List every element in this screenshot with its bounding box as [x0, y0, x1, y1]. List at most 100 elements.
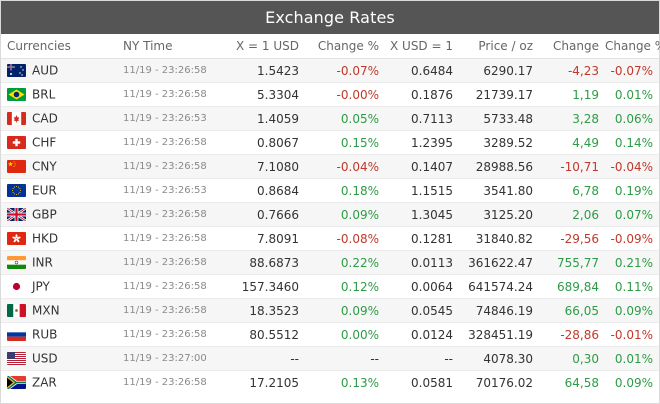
change-pct-cell: 0.13%	[305, 370, 385, 394]
change-cell: 64,58	[539, 370, 605, 394]
table-row[interactable]: RUB 11/19 - 23:26:58 80.5512 0.00% 0.0124 328…	[1, 322, 659, 347]
change-cell: -28,86	[539, 322, 605, 347]
change-pct-2-cell: 0.09%	[605, 298, 659, 323]
change-pct-cell: -0.04%	[305, 154, 385, 179]
change-pct-cell: 0.09%	[305, 298, 385, 323]
currency-cell: AUD	[1, 58, 119, 83]
table-row[interactable]: ZAR 11/19 - 23:26:58 17.2105 0.13% 0.0581 701…	[1, 370, 659, 394]
price-oz-cell: 74846.19	[459, 298, 539, 323]
currency-cell: GBP	[1, 202, 119, 227]
table-row[interactable]: AUD 11/19 - 23:26:58 1.5423 -0.07% 0.6484 629…	[1, 58, 659, 83]
inverse-rate-cell: 0.0545	[385, 298, 459, 323]
rate-cell: 7.8091	[219, 226, 305, 251]
col-header-change[interactable]: Change	[539, 34, 605, 59]
ny-time-cell: 11/19 - 23:26:58	[119, 250, 219, 275]
table-row[interactable]: BRL 11/19 - 23:26:58 5.3304 -0.00% 0.1876 217…	[1, 82, 659, 107]
change-pct-2-cell: 0.01%	[605, 82, 659, 107]
change-pct-2-cell: -0.04%	[605, 154, 659, 179]
ny-time-cell: 11/19 - 23:26:58	[119, 82, 219, 107]
table-row[interactable]: CHF 11/19 - 23:26:58 0.8067 0.15% 1.2395 3289…	[1, 130, 659, 155]
table-row[interactable]: INR 11/19 - 23:26:58 88.6873 0.22% 0.0113 361…	[1, 250, 659, 275]
table-row[interactable]: CNY 11/19 - 23:26:58 7.1080 -0.04% 0.1407 289…	[1, 154, 659, 179]
col-header-currencies[interactable]: Currencies	[1, 34, 119, 59]
change-cell: 689,84	[539, 274, 605, 299]
price-oz-cell: 28988.56	[459, 154, 539, 179]
rate-cell: --	[219, 346, 305, 371]
table-row[interactable]: EUR 11/19 - 23:26:53 0.8684 0.18% 1.1515 3541…	[1, 178, 659, 203]
price-oz-cell: 31840.82	[459, 226, 539, 251]
currency-code: BRL	[32, 87, 56, 102]
price-oz-cell: 328451.19	[459, 322, 539, 347]
ny-time-cell: 11/19 - 23:26:53	[119, 178, 219, 203]
ny-time-cell: 11/19 - 23:26:58	[119, 370, 219, 394]
rate-cell: 7.1080	[219, 154, 305, 179]
ny-time-cell: 11/19 - 23:26:58	[119, 274, 219, 299]
china-flag-icon	[7, 160, 26, 174]
rate-cell: 1.5423	[219, 58, 305, 83]
currency-code: AUD	[32, 63, 59, 78]
inverse-rate-cell: 0.0113	[385, 250, 459, 275]
table-row[interactable]: CAD 11/19 - 23:26:53 1.4059 0.05% 0.7113 5733…	[1, 106, 659, 131]
change-pct-2-cell: -0.09%	[605, 226, 659, 251]
change-pct-2-cell: 0.11%	[605, 274, 659, 299]
currency-code: JPY	[32, 279, 50, 294]
price-oz-cell: 4078.30	[459, 346, 539, 371]
rate-cell: 18.3523	[219, 298, 305, 323]
ny-time-cell: 11/19 - 23:26:53	[119, 106, 219, 131]
currency-cell: RUB	[1, 322, 119, 347]
table-row[interactable]: JPY 11/19 - 23:26:58 157.3460 0.12% 0.0064 64…	[1, 274, 659, 299]
change-pct-cell: -0.00%	[305, 82, 385, 107]
change-pct-cell: 0.18%	[305, 178, 385, 203]
change-cell: 0,30	[539, 346, 605, 371]
switzerland-flag-icon	[7, 136, 26, 150]
change-cell: 1,19	[539, 82, 605, 107]
rate-cell: 0.7666	[219, 202, 305, 227]
inverse-rate-cell: 0.6484	[385, 58, 459, 83]
col-header-inverse[interactable]: X USD = 1	[385, 34, 459, 59]
currency-cell: JPY	[1, 274, 119, 299]
col-header-price-oz[interactable]: Price / oz	[459, 34, 539, 59]
change-pct-cell: 0.12%	[305, 274, 385, 299]
currency-cell: ZAR	[1, 370, 119, 394]
change-pct-2-cell: 0.01%	[605, 346, 659, 371]
change-pct-cell: -0.07%	[305, 58, 385, 83]
change-pct-cell: -0.08%	[305, 226, 385, 251]
table-row[interactable]: GBP 11/19 - 23:26:58 0.7666 0.09% 1.3045 3125…	[1, 202, 659, 227]
eu-flag-icon	[7, 184, 26, 198]
table-row[interactable]: HKD 11/19 - 23:26:58 7.8091 -0.08% 0.1281 318…	[1, 226, 659, 251]
currency-code: RUB	[32, 327, 58, 342]
usa-flag-icon	[7, 352, 26, 366]
india-flag-icon	[7, 256, 26, 270]
table-row[interactable]: MXN 11/19 - 23:26:58 18.3523 0.09% 0.0545 748…	[1, 298, 659, 323]
col-header-change-pct[interactable]: Change %	[305, 34, 385, 59]
col-header-rate[interactable]: X = 1 USD	[219, 34, 305, 59]
inverse-rate-cell: 0.1876	[385, 82, 459, 107]
price-oz-cell: 3289.52	[459, 130, 539, 155]
russia-flag-icon	[7, 328, 26, 342]
ny-time-cell: 11/19 - 23:26:58	[119, 58, 219, 83]
inverse-rate-cell: 0.0581	[385, 370, 459, 394]
table-row[interactable]: USD 11/19 - 23:27:00 -- -- -- 4078.30 0,30 0.01…	[1, 346, 659, 371]
inverse-rate-cell: 1.3045	[385, 202, 459, 227]
inverse-rate-cell: 1.1515	[385, 178, 459, 203]
japan-flag-icon	[7, 280, 26, 294]
currency-code: GBP	[32, 207, 57, 222]
rate-cell: 88.6873	[219, 250, 305, 275]
currency-code: CHF	[32, 135, 57, 150]
brazil-flag-icon	[7, 88, 26, 102]
inverse-rate-cell: 0.7113	[385, 106, 459, 131]
price-oz-cell: 5733.48	[459, 106, 539, 131]
rate-cell: 80.5512	[219, 322, 305, 347]
currency-code: HKD	[32, 231, 59, 246]
header-row: Currencies NY Time X = 1 USD Change % X …	[1, 34, 660, 59]
inverse-rate-cell: 0.0124	[385, 322, 459, 347]
inverse-rate-cell: 1.2395	[385, 130, 459, 155]
ny-time-cell: 11/19 - 23:26:58	[119, 322, 219, 347]
col-header-change-pct-2[interactable]: Change %	[605, 34, 660, 59]
col-header-ny-time[interactable]: NY Time	[119, 34, 219, 59]
rates-table: Currencies NY Time X = 1 USD Change % X …	[1, 34, 660, 394]
change-pct-2-cell: 0.09%	[605, 370, 659, 394]
change-pct-2-cell: 0.07%	[605, 202, 659, 227]
change-pct-cell: 0.15%	[305, 130, 385, 155]
currency-cell: USD	[1, 346, 119, 371]
